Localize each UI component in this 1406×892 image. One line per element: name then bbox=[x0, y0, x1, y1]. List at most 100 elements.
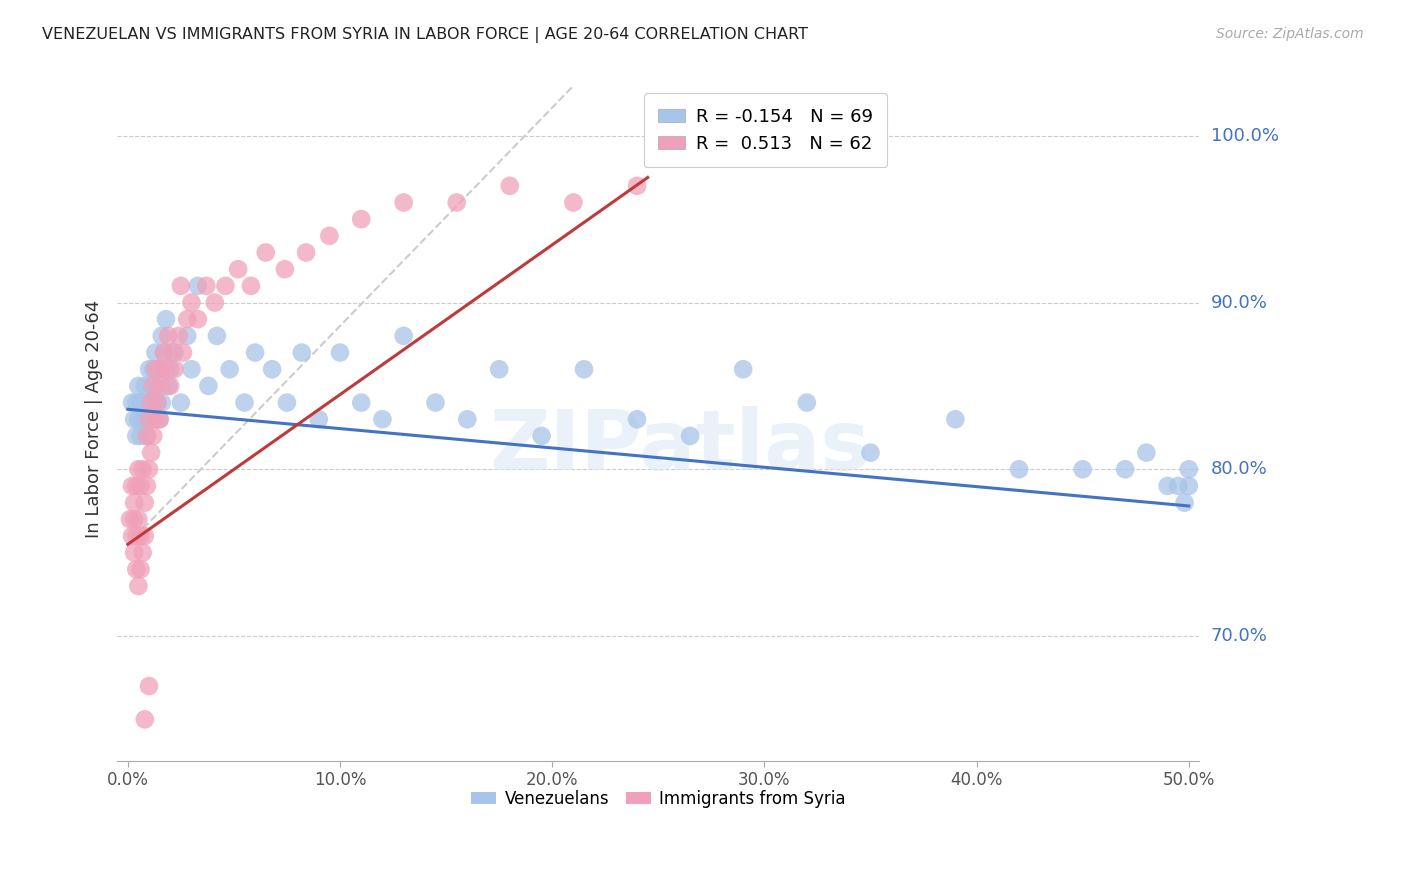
Point bbox=[131, 546, 153, 560]
Point bbox=[131, 412, 153, 426]
Point bbox=[134, 379, 156, 393]
Point bbox=[733, 362, 755, 376]
Point bbox=[626, 178, 648, 193]
Point bbox=[125, 395, 148, 409]
Point bbox=[170, 278, 193, 293]
Point bbox=[162, 345, 184, 359]
Point bbox=[262, 362, 284, 376]
Point bbox=[127, 512, 149, 526]
Text: VENEZUELAN VS IMMIGRANTS FROM SYRIA IN LABOR FORCE | AGE 20-64 CORRELATION CHART: VENEZUELAN VS IMMIGRANTS FROM SYRIA IN L… bbox=[42, 27, 808, 43]
Point bbox=[129, 395, 152, 409]
Point bbox=[276, 395, 298, 409]
Point bbox=[145, 412, 167, 426]
Point bbox=[218, 362, 240, 376]
Point bbox=[157, 329, 180, 343]
Point bbox=[135, 429, 157, 443]
Text: 90.0%: 90.0% bbox=[1211, 293, 1267, 311]
Point bbox=[131, 395, 153, 409]
Point bbox=[125, 562, 148, 576]
Point bbox=[135, 429, 157, 443]
Point bbox=[142, 412, 165, 426]
Point bbox=[172, 345, 194, 359]
Point bbox=[138, 362, 160, 376]
Text: 70.0%: 70.0% bbox=[1211, 627, 1267, 645]
Point bbox=[149, 412, 172, 426]
Point bbox=[134, 712, 156, 726]
Point bbox=[121, 395, 143, 409]
Point bbox=[859, 445, 882, 459]
Point bbox=[197, 379, 219, 393]
Point bbox=[129, 562, 152, 576]
Point bbox=[1173, 495, 1195, 509]
Point bbox=[155, 312, 177, 326]
Point bbox=[146, 395, 169, 409]
Point bbox=[204, 295, 226, 310]
Text: Source: ZipAtlas.com: Source: ZipAtlas.com bbox=[1216, 27, 1364, 41]
Point bbox=[1167, 479, 1189, 493]
Point bbox=[562, 195, 585, 210]
Point bbox=[145, 379, 167, 393]
Legend: Venezuelans, Immigrants from Syria: Venezuelans, Immigrants from Syria bbox=[464, 783, 852, 814]
Point bbox=[187, 278, 209, 293]
Point bbox=[150, 329, 173, 343]
Point bbox=[214, 278, 236, 293]
Point bbox=[170, 395, 193, 409]
Point bbox=[138, 412, 160, 426]
Point bbox=[129, 429, 152, 443]
Point bbox=[1178, 479, 1201, 493]
Point bbox=[796, 395, 818, 409]
Point bbox=[945, 412, 967, 426]
Point bbox=[392, 329, 415, 343]
Point bbox=[134, 495, 156, 509]
Point bbox=[125, 529, 148, 543]
Y-axis label: In Labor Force | Age 20-64: In Labor Force | Age 20-64 bbox=[86, 300, 103, 539]
Point bbox=[159, 379, 181, 393]
Point bbox=[155, 362, 177, 376]
Point bbox=[318, 228, 340, 243]
Point bbox=[1156, 479, 1178, 493]
Point bbox=[226, 262, 249, 277]
Point bbox=[138, 462, 160, 476]
Point bbox=[149, 362, 172, 376]
Point bbox=[254, 245, 277, 260]
Point bbox=[121, 529, 143, 543]
Point bbox=[329, 345, 352, 359]
Point bbox=[239, 278, 262, 293]
Point bbox=[131, 462, 153, 476]
Point bbox=[142, 429, 165, 443]
Text: 80.0%: 80.0% bbox=[1211, 460, 1267, 478]
Point bbox=[425, 395, 447, 409]
Point bbox=[153, 345, 176, 359]
Point bbox=[626, 412, 648, 426]
Point bbox=[679, 429, 702, 443]
Point bbox=[350, 212, 373, 227]
Point bbox=[134, 529, 156, 543]
Point bbox=[150, 379, 173, 393]
Point bbox=[135, 395, 157, 409]
Point bbox=[1178, 462, 1201, 476]
Point bbox=[274, 262, 297, 277]
Point bbox=[456, 412, 478, 426]
Point bbox=[392, 195, 415, 210]
Point bbox=[121, 479, 143, 493]
Point bbox=[176, 329, 198, 343]
Point bbox=[139, 445, 162, 459]
Point bbox=[233, 395, 256, 409]
Point bbox=[291, 345, 314, 359]
Point bbox=[139, 395, 162, 409]
Point bbox=[163, 345, 186, 359]
Point bbox=[572, 362, 595, 376]
Point bbox=[149, 362, 172, 376]
Point bbox=[176, 312, 198, 326]
Point bbox=[308, 412, 330, 426]
Point bbox=[371, 412, 394, 426]
Point bbox=[159, 362, 181, 376]
Point bbox=[138, 412, 160, 426]
Text: 100.0%: 100.0% bbox=[1211, 127, 1278, 145]
Point bbox=[125, 479, 148, 493]
Point bbox=[135, 479, 157, 493]
Point bbox=[127, 579, 149, 593]
Point bbox=[446, 195, 468, 210]
Point bbox=[167, 329, 190, 343]
Point bbox=[149, 412, 172, 426]
